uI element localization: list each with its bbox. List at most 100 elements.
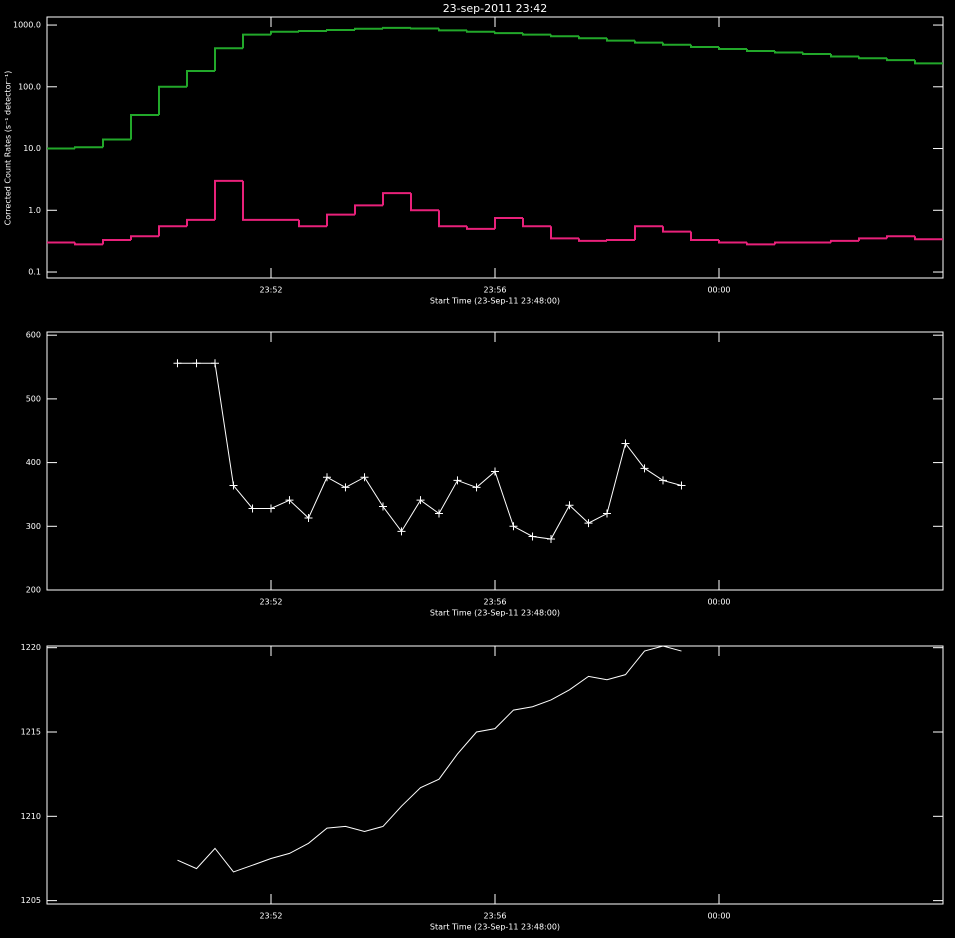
point-marker [621, 439, 630, 448]
y-tick-label: 1000.0 [13, 21, 41, 30]
point-marker [397, 527, 406, 536]
y-tick-label: 1205 [21, 896, 41, 905]
step-segment [410, 27, 439, 30]
step-segment [130, 113, 159, 140]
step-segment [102, 138, 131, 148]
step-segment [242, 180, 271, 221]
x-tick-label: 23:56 [483, 286, 506, 295]
y-tick-label: 400 [26, 458, 41, 467]
step-segment [494, 31, 523, 35]
point-marker [192, 359, 201, 368]
y-tick-label: 600 [26, 331, 41, 340]
step-segment [886, 58, 915, 62]
step-segment [522, 33, 551, 36]
point-marker [267, 504, 275, 513]
point-marker [229, 481, 238, 490]
step-segment [438, 28, 467, 32]
step-segment [802, 52, 831, 55]
step-segment [186, 70, 215, 87]
step-segment [858, 237, 887, 241]
step-segment [578, 238, 607, 242]
step-segment [634, 225, 663, 241]
step-segment [438, 210, 467, 228]
x-tick-label: 23:52 [259, 912, 282, 921]
x-tick-label: 23:52 [259, 286, 282, 295]
step-segment [606, 38, 635, 42]
step-segment [74, 242, 103, 246]
y-tick-label: 1.0 [28, 206, 41, 215]
point-marker [677, 481, 686, 490]
step-segment [270, 30, 299, 35]
step-segment [774, 50, 803, 54]
y-tick-label: 200 [26, 586, 41, 595]
y-tick-label: 1210 [21, 812, 41, 821]
step-segment [522, 217, 551, 228]
y-tick-label: 1215 [21, 728, 41, 737]
step-segment [382, 192, 411, 206]
point-marker [584, 519, 593, 528]
plot-frame [46, 331, 944, 591]
step-segment [382, 26, 411, 29]
step-segment [690, 44, 719, 49]
step-segment [326, 29, 355, 32]
step-segment [74, 146, 103, 149]
point-marker [435, 509, 443, 518]
step-segment [102, 239, 131, 245]
plot-frame [46, 645, 944, 905]
y-tick-label: 100.0 [18, 82, 41, 91]
step-segment [718, 47, 747, 50]
step-segment [830, 239, 859, 243]
point-marker [173, 359, 182, 368]
step-segment [718, 240, 747, 244]
step-segment [158, 225, 187, 237]
step-segment [298, 30, 327, 33]
x-tick-label: 00:00 [707, 286, 730, 295]
point-marker [509, 522, 518, 531]
step-segment [634, 40, 663, 44]
x-axis-label: Start Time (23-Sep-11 23:48:00) [430, 923, 560, 932]
step-segment [130, 235, 159, 241]
plot-frame [46, 16, 944, 279]
step-segment [242, 33, 271, 49]
point-marker [248, 504, 257, 513]
point-marker [360, 473, 369, 482]
x-axis-label: Start Time (23-Sep-11 23:48:00) [430, 297, 560, 306]
step-segment [410, 193, 439, 212]
data-line [177, 362, 682, 540]
step-segment [466, 226, 495, 230]
step-segment [914, 60, 943, 65]
step-segment [326, 213, 355, 227]
point-marker [491, 467, 499, 476]
step-segment [830, 53, 859, 58]
data-line [177, 645, 682, 873]
step-segment [214, 47, 243, 72]
point-marker [659, 476, 667, 485]
point-marker [416, 496, 425, 505]
x-tick-label: 23:52 [259, 598, 282, 607]
step-segment [662, 42, 691, 46]
step-segment [494, 216, 523, 229]
step-segment [746, 242, 775, 246]
step-segment [774, 241, 803, 245]
point-marker [547, 535, 555, 544]
step-segment [186, 218, 215, 227]
step-segment [662, 226, 691, 233]
y-tick-label: 0.1 [28, 268, 41, 277]
point-marker [211, 359, 219, 368]
x-tick-label: 23:56 [483, 912, 506, 921]
y-tick-label: 500 [26, 394, 41, 403]
y-tick-label: 1220 [21, 643, 41, 652]
step-segment [578, 36, 607, 40]
point-marker [603, 509, 611, 518]
step-segment [690, 231, 719, 242]
step-segment [298, 219, 327, 228]
point-marker [379, 502, 387, 511]
step-segment [858, 56, 887, 60]
point-marker [341, 483, 350, 492]
point-marker [453, 476, 462, 485]
point-marker [472, 483, 481, 492]
step-segment [354, 204, 383, 215]
point-marker [304, 514, 313, 523]
step-segment [214, 179, 243, 220]
